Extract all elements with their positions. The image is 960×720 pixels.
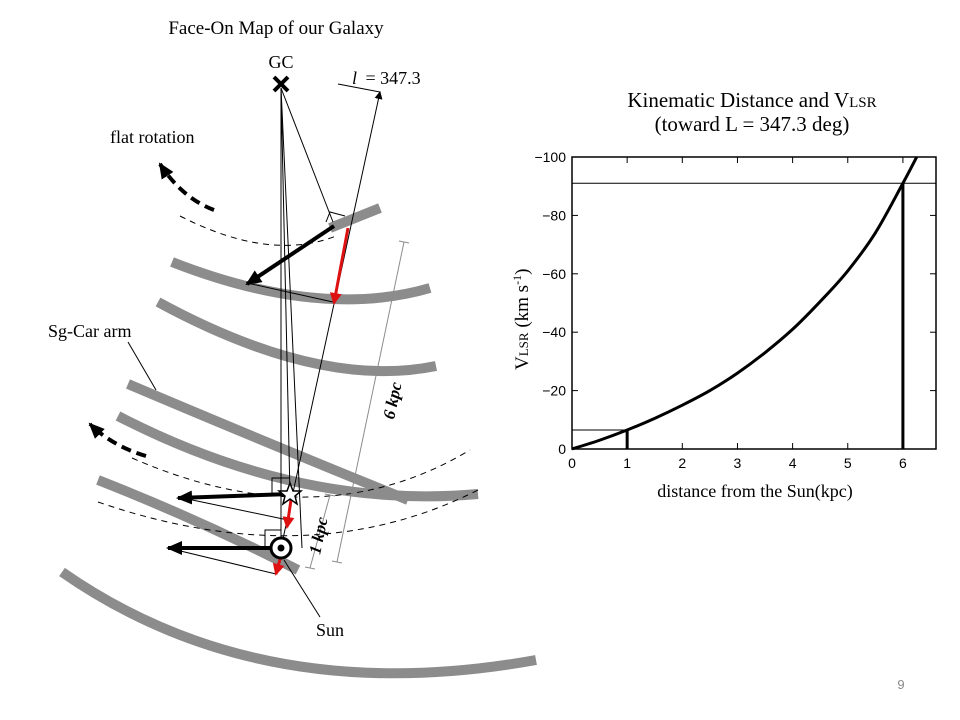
los-label: l = 347.3 <box>352 68 421 88</box>
chart-title-main: Kinematic Distance and V <box>627 88 849 112</box>
arm-band <box>328 203 382 233</box>
scale-6kpc-line <box>336 241 405 563</box>
x-tick-label: 5 <box>844 455 852 471</box>
x-tick-label: 0 <box>568 455 576 471</box>
los-line <box>280 91 383 549</box>
rotation-vector-top <box>245 224 336 286</box>
page-number: 9 <box>897 677 905 692</box>
x-tick-label: 3 <box>734 455 742 471</box>
axis-ticks <box>571 156 936 450</box>
radial-vector-top <box>329 227 350 305</box>
vector-sun-connector <box>167 547 277 575</box>
vector-top-connector <box>246 282 334 303</box>
geometry-lines <box>167 83 383 575</box>
scale-1kpc-label: 1 kpc <box>305 515 331 556</box>
los-value: = 347.3 <box>366 68 421 88</box>
arm-band <box>59 567 537 679</box>
x-tick-label: 4 <box>789 455 797 471</box>
y-tick-label: −40 <box>542 324 566 340</box>
marker-guides <box>572 182 936 449</box>
right-angle-star <box>271 477 290 494</box>
gc-to-far-line <box>280 87 303 549</box>
vector-star-connector <box>177 496 289 521</box>
scale-6kpc-label: 6 kpc <box>379 380 405 421</box>
velocity-vectors <box>166 224 350 576</box>
rotation-circles <box>97 215 479 537</box>
scale-1kpc-line <box>309 494 331 569</box>
los-l: l <box>352 68 357 88</box>
arm-pointer <box>127 341 157 391</box>
axis-tick-labels: 0 1 2 3 4 5 6 0 −20 −40 −60 −80 −100 <box>534 149 907 471</box>
kinematic-chart: Kinematic Distance and VLSR (toward L = … <box>510 88 937 502</box>
gc-x-icon <box>272 75 290 93</box>
sun-label: Sun <box>316 620 344 640</box>
rotation-arrow-bottom <box>88 422 147 458</box>
scale-bars <box>304 240 410 570</box>
y-tick-label: −20 <box>542 383 566 399</box>
x-tick-label: 2 <box>678 455 686 471</box>
rotation-arrow-top <box>158 162 215 212</box>
y-tick-label: −80 <box>542 207 566 223</box>
chart-title-line1: Kinematic Distance and VLSR <box>627 88 876 112</box>
los-pointer-line <box>337 83 381 93</box>
x-axis-label: distance from the Sun(kpc) <box>657 481 852 502</box>
chart-title-sub: LSR <box>849 95 877 111</box>
arm-band <box>155 297 438 377</box>
sun-icon <box>269 536 293 560</box>
gc-label: GC <box>268 52 293 72</box>
y-label-units: (km s <box>512 285 533 333</box>
flat-rotation-label: flat rotation <box>110 127 194 147</box>
y-label-sub: LSR <box>516 332 531 356</box>
rotation-circle-inner <box>179 215 337 246</box>
y-tick-label: −100 <box>534 149 566 165</box>
plot-frame <box>571 156 937 450</box>
flat-rotation-arrows <box>88 162 215 458</box>
arm-label: Sg-Car arm <box>48 321 131 341</box>
chart-title-line2: (toward L = 347.3 deg) <box>655 112 850 136</box>
rotation-circle-sun <box>97 489 479 537</box>
vlsr-curve <box>571 156 919 451</box>
galaxy-map: Face-On Map of our Galaxy flat rotation … <box>48 18 537 679</box>
x-tick-label: 6 <box>899 455 907 471</box>
star-icon <box>276 480 304 506</box>
right-angle-top <box>325 211 346 223</box>
x-tick-label: 1 <box>623 455 631 471</box>
rotation-vector-star <box>176 490 291 505</box>
y-label-main: V <box>512 356 533 370</box>
y-axis-label: VLSR (km s-1) <box>510 269 533 370</box>
arm-band <box>126 379 410 505</box>
spiral-arms <box>59 203 537 679</box>
y-label-exp: -1 <box>510 275 524 285</box>
right-angle-sun <box>264 529 281 546</box>
y-tick-label: −60 <box>542 266 566 282</box>
gc-to-tangent-line <box>280 87 334 223</box>
arm-band <box>96 475 301 575</box>
y-label-close: ) <box>512 269 533 275</box>
sun-pointer <box>283 559 321 618</box>
radial-vector-star <box>282 499 295 529</box>
map-title: Face-On Map of our Galaxy <box>168 18 384 39</box>
arm-band <box>170 257 432 305</box>
y-tick-label: 0 <box>558 441 566 457</box>
